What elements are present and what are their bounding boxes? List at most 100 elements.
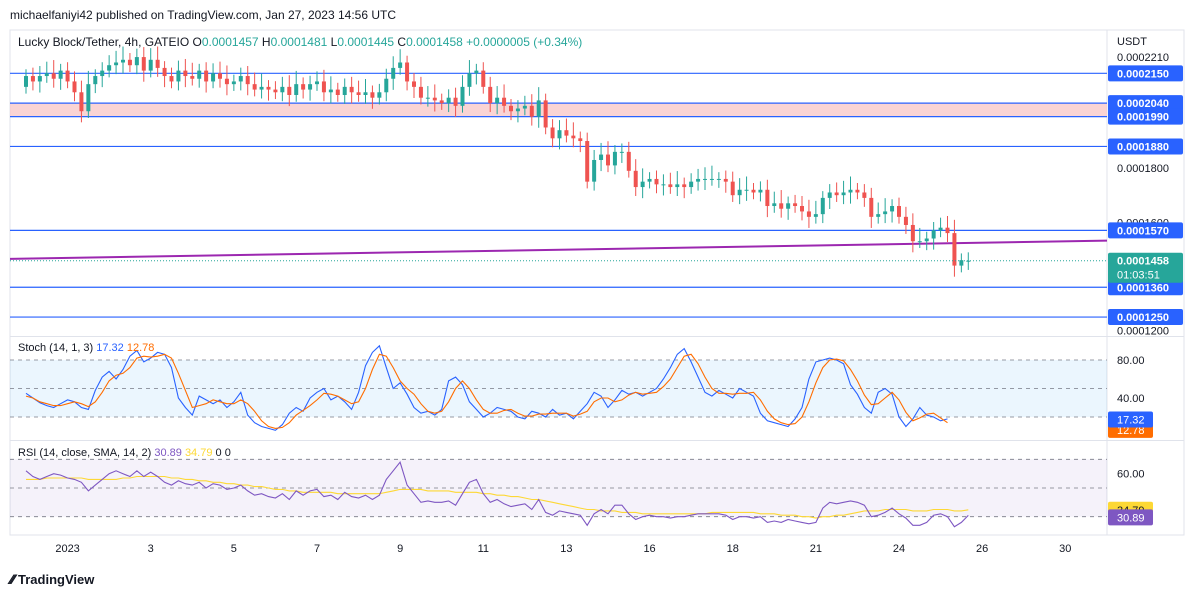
stoch-tick-label: 80.00 xyxy=(1117,355,1145,367)
price-tick-label: 0.0001200 xyxy=(1117,326,1169,338)
level-tag xyxy=(1108,108,1183,125)
candle-body xyxy=(633,170,638,188)
candle-body xyxy=(266,86,271,90)
candle-body xyxy=(65,70,70,82)
candle-body xyxy=(100,70,105,77)
candle-body xyxy=(793,203,798,207)
candle-body xyxy=(328,89,333,93)
time-tick-label: 7 xyxy=(314,543,320,555)
tradingview-logo[interactable]: ⁄⁄⁄ TradingView xyxy=(10,571,94,587)
time-tick-label: 24 xyxy=(893,543,905,555)
level-tag xyxy=(1108,279,1183,296)
candle-body xyxy=(58,70,63,79)
candle-body xyxy=(862,192,867,198)
stoch-d-value: 12.78 xyxy=(1117,425,1145,437)
time-tick-label: 13 xyxy=(560,543,572,555)
legend-part: 0.0001458 xyxy=(406,35,466,49)
legend-part: Lucky Block/Tether, 4h, GATEIO xyxy=(18,35,193,49)
candle-body xyxy=(321,81,326,93)
candle-body xyxy=(287,86,292,95)
stoch-legend: Stoch (14, 1, 3) 17.32 12.78 xyxy=(18,342,154,354)
candle-body xyxy=(606,154,610,166)
currency-label: USDT xyxy=(1117,36,1147,48)
legend-part: 0 0 xyxy=(216,447,231,459)
candle-body xyxy=(238,76,243,82)
plot-frame xyxy=(9,29,1185,536)
level-label: 0.0001880 xyxy=(1117,141,1169,153)
candle-body xyxy=(931,230,936,239)
legend-part: 30.89 xyxy=(154,447,185,459)
candle-body xyxy=(564,130,569,136)
candle-body xyxy=(869,197,874,217)
legends: Lucky Block/Tether, 4h, GATEIO O0.000145… xyxy=(18,35,582,459)
legend-part: 0.0001445 xyxy=(337,35,397,49)
stoch-k-tag xyxy=(1108,411,1153,428)
legend-part: 34.79 xyxy=(185,447,216,459)
candle-body xyxy=(758,189,763,193)
candle-body xyxy=(966,260,971,262)
price-legend: Lucky Block/Tether, 4h, GATEIO O0.000145… xyxy=(18,35,582,49)
rsi-line xyxy=(25,461,969,528)
candle-body xyxy=(640,181,645,188)
candle-body xyxy=(585,141,590,182)
candle-body xyxy=(72,81,77,93)
candle-body xyxy=(529,105,534,117)
price-tick-label: 0.0002210 xyxy=(1117,52,1169,64)
candle-body xyxy=(883,211,888,215)
candle-body xyxy=(571,135,576,139)
candle-body xyxy=(30,76,35,82)
candle-body xyxy=(675,184,680,188)
price-tick-label: 0.0001800 xyxy=(1117,163,1169,175)
candle-body xyxy=(689,181,694,188)
candle-body xyxy=(363,92,368,95)
candle-body xyxy=(79,92,84,112)
level-tag xyxy=(1108,309,1183,326)
candle-body xyxy=(820,197,825,215)
time-tick-label: 18 xyxy=(727,543,739,555)
rsi-legend: RSI (14, close, SMA, 14, 2) 30.89 34.79 … xyxy=(18,447,231,459)
candle-body xyxy=(245,76,250,85)
candle-body xyxy=(813,214,818,217)
candle-body xyxy=(121,59,125,63)
price-pane: 0.00022100.00018000.00016000.00012000.00… xyxy=(9,36,1183,338)
candle-body xyxy=(543,100,548,128)
time-tick-label: 11 xyxy=(478,543,489,555)
candle-body xyxy=(252,84,257,90)
candle-body xyxy=(515,108,520,112)
legend-part: C xyxy=(397,35,406,49)
candle-body xyxy=(917,241,922,243)
candle-body xyxy=(460,86,465,106)
candle-body xyxy=(848,189,853,193)
candle-body xyxy=(682,184,687,188)
candle-body xyxy=(301,84,306,90)
candle-body xyxy=(418,86,423,98)
candle-body xyxy=(703,178,707,180)
candle-body xyxy=(557,130,562,139)
rsi-ma-line xyxy=(26,475,969,519)
candle-body xyxy=(661,184,666,186)
legend-part: 17.32 xyxy=(96,342,127,354)
current-price-tag xyxy=(1108,252,1183,283)
level-label: 0.0001360 xyxy=(1117,282,1169,294)
trendline xyxy=(9,239,1108,260)
candle-body xyxy=(897,206,901,217)
time-tick-label: 30 xyxy=(1059,543,1071,555)
candle-body xyxy=(730,181,735,196)
countdown-label: 01:03:51 xyxy=(1117,270,1160,282)
candle-body xyxy=(425,97,430,99)
candle-body xyxy=(786,203,791,209)
candle-body xyxy=(751,189,756,193)
candle-body xyxy=(453,97,458,106)
legend-part: RSI (14, close, SMA, 14, 2) xyxy=(18,447,154,459)
candle-body xyxy=(779,203,784,209)
candle-body xyxy=(308,84,313,90)
candle-body xyxy=(578,138,583,142)
candle-body xyxy=(114,62,119,66)
candle-body xyxy=(141,57,146,71)
candle-body xyxy=(211,73,216,82)
candle-body xyxy=(716,178,721,180)
candle-body xyxy=(626,151,631,171)
legend-part: +0.0000005 (+0.34%) xyxy=(466,35,582,49)
candle-body xyxy=(737,189,742,196)
